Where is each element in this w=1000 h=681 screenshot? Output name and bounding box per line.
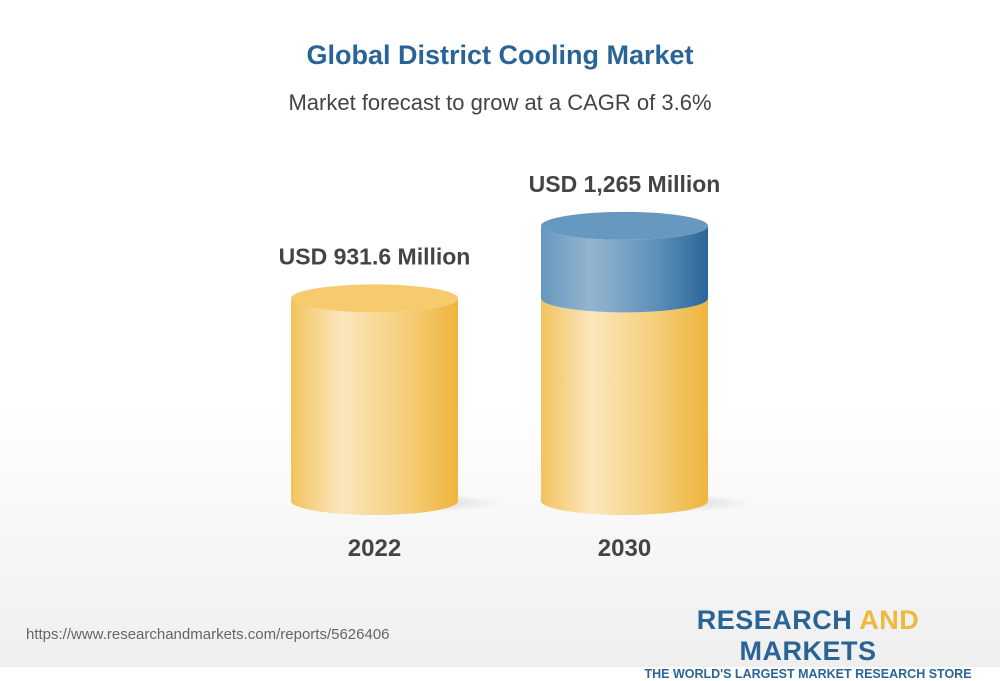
cylinder-top-base bbox=[291, 284, 458, 313]
cylinder-chart: USD 931.6 Million 2022 USD 1,265 Million 20… bbox=[279, 171, 753, 562]
data-label: USD 931.6 Million bbox=[279, 243, 471, 269]
logo-tagline: THE WORLD'S LARGEST MARKET RESEARCH STOR… bbox=[644, 667, 972, 681]
logo-text-3: MARKETS bbox=[739, 636, 877, 666]
logo-text-2: AND bbox=[859, 605, 920, 635]
category-label: 2030 bbox=[598, 535, 651, 562]
source-url[interactable]: https://www.researchandmarkets.com/repor… bbox=[26, 626, 390, 643]
research-and-markets-logo: RESEARCH AND MARKETS THE WORLD'S LARGEST… bbox=[640, 605, 976, 681]
cylinder-top-growth bbox=[541, 211, 708, 240]
cylinder-body-base bbox=[541, 298, 708, 516]
logo-text-1: RESEARCH bbox=[696, 605, 860, 635]
cylinder-body-growth bbox=[541, 225, 708, 313]
category-label: 2022 bbox=[348, 535, 401, 562]
data-label: USD 1,265 Million bbox=[529, 171, 721, 197]
chart-title: Global District Cooling Market bbox=[306, 40, 694, 70]
cylinder-body-base bbox=[291, 298, 459, 516]
chart-subtitle: Market forecast to grow at a CAGR of 3.6… bbox=[288, 90, 712, 115]
